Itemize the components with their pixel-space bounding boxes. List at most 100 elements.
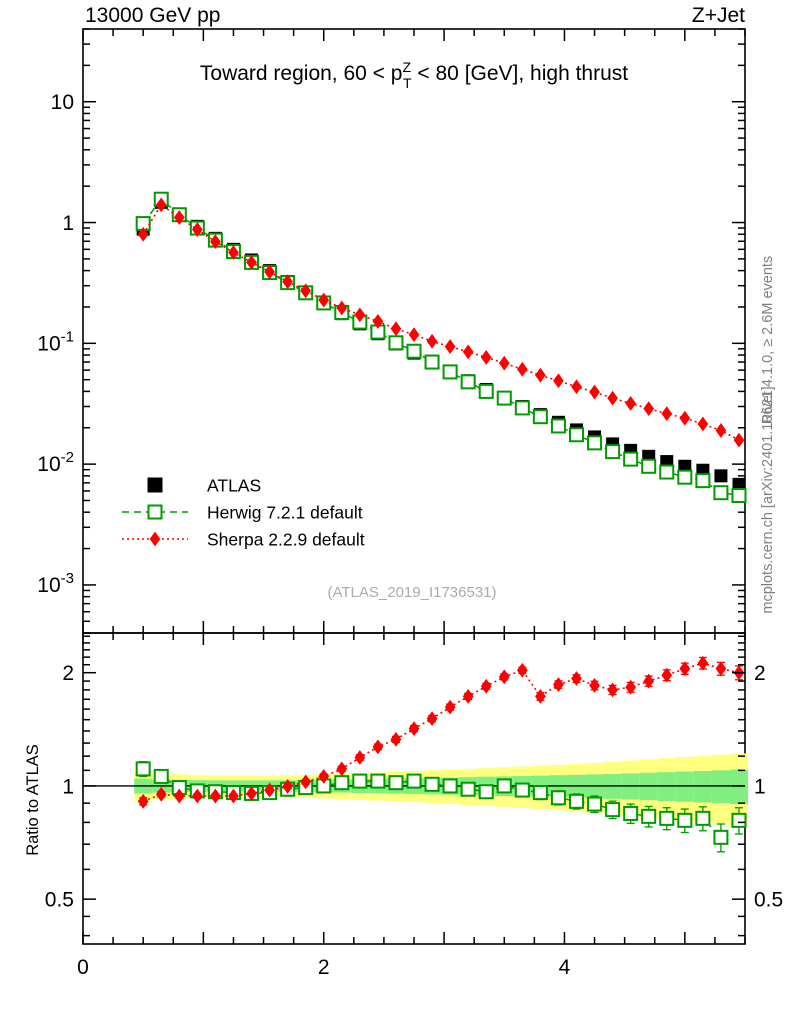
data-marker bbox=[444, 339, 456, 354]
data-marker bbox=[460, 374, 476, 390]
plot-root: 13000 GeV pp Z+Jet Rivet 4.1.0, ≥ 2.6M eve… bbox=[24, 4, 783, 979]
data-marker bbox=[641, 458, 657, 474]
data-marker bbox=[643, 401, 655, 417]
data-marker bbox=[478, 383, 494, 399]
ratio-marker bbox=[300, 774, 312, 790]
ratio-marker bbox=[173, 788, 185, 804]
data-marker bbox=[571, 379, 582, 395]
ratio-marker bbox=[336, 761, 348, 777]
ratio-data-layer bbox=[83, 655, 749, 853]
data-marker bbox=[516, 361, 528, 377]
data-marker bbox=[426, 333, 438, 349]
dataset-watermark: (ATLAS_2019_I1736531) bbox=[327, 584, 496, 601]
ratio-marker bbox=[282, 779, 293, 794]
ratio-series-line bbox=[142, 768, 740, 839]
ratio-marker bbox=[623, 805, 639, 821]
ratio-marker bbox=[408, 721, 420, 737]
data-marker bbox=[697, 416, 709, 432]
legend-entry: ATLAS bbox=[147, 476, 261, 496]
y-axis-tick-label: 10-1 bbox=[37, 328, 74, 355]
y-axis-tick-label: 10 bbox=[51, 91, 74, 114]
ratio-band-inner bbox=[693, 770, 712, 803]
ratio-marker bbox=[354, 750, 366, 765]
data-marker bbox=[173, 210, 185, 225]
ratio-marker bbox=[246, 786, 257, 801]
data-marker bbox=[677, 469, 693, 485]
legend-label: Herwig 7.2.1 default bbox=[207, 503, 363, 523]
ratio-marker bbox=[715, 661, 727, 677]
ratio-marker bbox=[697, 655, 709, 671]
data-marker bbox=[372, 313, 384, 329]
data-marker bbox=[354, 307, 366, 323]
ratio-panel-ticks bbox=[82, 633, 746, 944]
ratio-marker bbox=[661, 667, 673, 683]
data-marker bbox=[553, 373, 564, 389]
data-marker bbox=[661, 406, 673, 422]
ratio-marker bbox=[155, 786, 167, 802]
ratio-marker bbox=[677, 812, 693, 828]
ratio-y-tick-label-right: 0.5 bbox=[754, 889, 783, 912]
ratio-marker bbox=[643, 673, 655, 689]
ratio-marker bbox=[587, 796, 603, 812]
y-axis-tick-label: 1 bbox=[62, 212, 74, 235]
data-marker bbox=[532, 409, 548, 425]
series-line bbox=[142, 198, 740, 497]
ratio-marker bbox=[372, 739, 384, 755]
ratio-marker bbox=[352, 773, 368, 789]
ratio-marker bbox=[228, 788, 239, 804]
ratio-y-tick-label-right: 1 bbox=[754, 775, 766, 798]
ratio-marker bbox=[550, 790, 566, 806]
ratio-marker bbox=[390, 731, 402, 747]
ratio-marker bbox=[568, 793, 584, 809]
ratio-marker bbox=[137, 793, 149, 809]
ratio-marker bbox=[659, 810, 675, 826]
data-marker bbox=[659, 464, 675, 480]
data-marker bbox=[210, 234, 221, 250]
ratio-y-tick-label: 0.5 bbox=[45, 889, 74, 912]
data-marker bbox=[192, 222, 203, 237]
ratio-marker bbox=[426, 711, 438, 727]
data-marker bbox=[733, 432, 745, 448]
data-marker bbox=[264, 264, 275, 280]
data-marker bbox=[137, 226, 149, 242]
ratio-marker bbox=[462, 688, 474, 704]
ratio-y-tick-label: 1 bbox=[62, 775, 74, 798]
ratio-marker bbox=[444, 699, 456, 715]
ratio-series-line bbox=[142, 662, 740, 803]
data-marker bbox=[587, 435, 603, 451]
ratio-marker bbox=[625, 679, 636, 695]
ratio-marker bbox=[153, 768, 169, 784]
ratio-marker bbox=[516, 662, 528, 678]
ratio-marker bbox=[571, 671, 582, 686]
header-right-label: Z+Jet bbox=[692, 4, 745, 27]
ratio-series-herwig bbox=[135, 761, 747, 853]
data-marker bbox=[282, 274, 293, 290]
data-marker bbox=[228, 245, 239, 260]
ratio-marker bbox=[713, 829, 729, 845]
ratio-marker bbox=[498, 669, 510, 685]
ratio-marker bbox=[192, 788, 203, 804]
data-marker bbox=[679, 410, 691, 426]
legend-entry: Sherpa 2.2.9 default bbox=[122, 530, 365, 550]
ratio-y-tick-label-right: 2 bbox=[754, 662, 766, 685]
x-axis-tick-label: 4 bbox=[559, 956, 571, 979]
series-atlas bbox=[136, 195, 746, 491]
ratio-marker bbox=[679, 661, 691, 677]
data-marker bbox=[480, 349, 492, 365]
main-data-layer bbox=[135, 191, 747, 503]
series-herwig bbox=[135, 191, 747, 503]
data-marker bbox=[732, 477, 746, 491]
ratio-marker bbox=[514, 782, 530, 798]
plot-title: Toward region, 60 < pZ T < 80 [GeV], high… bbox=[200, 59, 628, 91]
data-marker bbox=[390, 321, 402, 337]
ratio-marker bbox=[442, 778, 458, 794]
ratio-series-sherpa bbox=[137, 655, 745, 809]
ratio-marker bbox=[496, 778, 512, 794]
data-marker bbox=[300, 283, 312, 299]
data-marker bbox=[605, 444, 621, 460]
data-marker bbox=[442, 364, 458, 380]
legend-marker bbox=[147, 504, 163, 520]
ratio-marker bbox=[532, 785, 548, 801]
